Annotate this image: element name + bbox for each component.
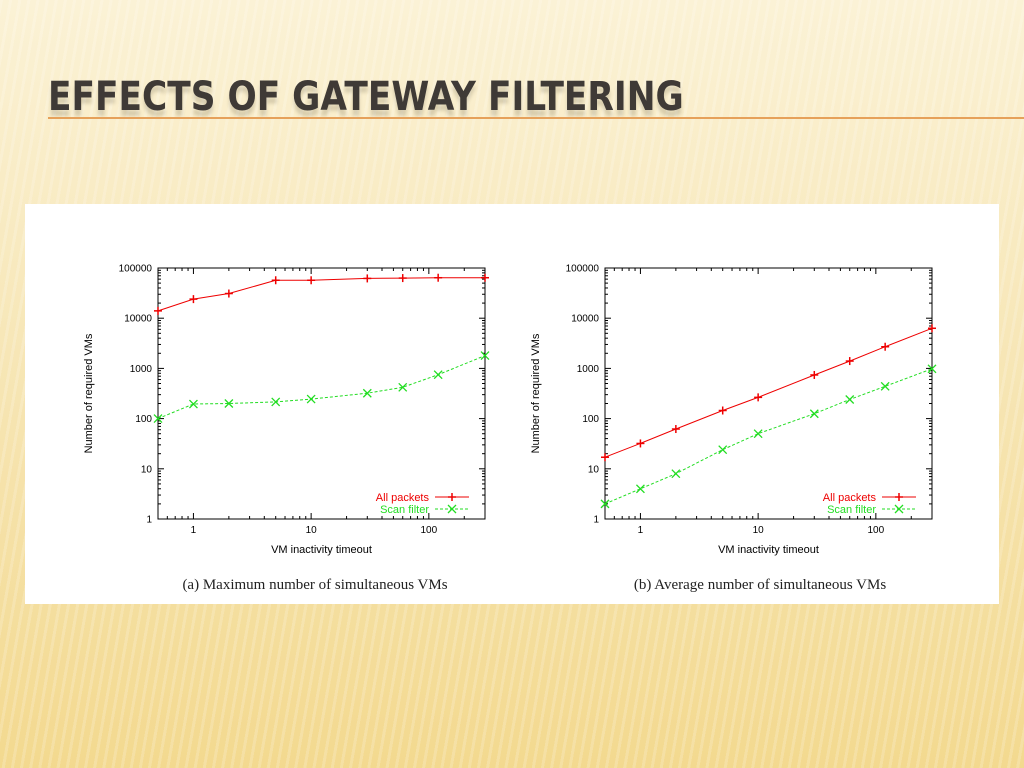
y-axis-label: Number of required VMs [83,333,95,453]
marker-stroke [600,499,610,509]
data-point [881,342,890,351]
data-point [671,425,680,434]
marker-stroke [753,429,763,439]
y-tick-label: 100 [135,414,152,425]
data-point [845,357,854,366]
data-point [153,414,163,424]
marker-stroke [306,394,316,404]
caption-a: (a) Maximum number of simultaneous VMs [182,577,448,593]
y-tick-label: 1 [146,515,152,526]
data-point [434,273,443,282]
y-tick-label: 1000 [577,364,600,375]
legend-label: Scan filter [827,504,876,516]
title-underline [48,117,1024,119]
data-point [224,289,233,298]
marker-stroke [927,364,937,374]
y-tick-label: 1000 [130,364,153,375]
chart-a: 1 10 100 1000 10000 100000 1 10 100 VM inactivity… [83,264,490,556]
marker-stroke [845,395,855,404]
marker-stroke [398,382,408,392]
legend-label: All packets [376,492,430,504]
legend-marker [894,504,904,514]
data-point [271,276,280,285]
data-point [363,274,372,283]
plot-frame [157,267,486,520]
marker-stroke [880,381,890,391]
series-line-all-packets [604,327,933,458]
y-tick-label: 10 [588,464,600,475]
charts-svg: 1 10 100 1000 10000 100000 1 10 100 VM inactivity… [83,264,937,556]
plot-frame [604,267,933,520]
data-point [927,364,937,374]
y-tick-label: 100 [582,414,599,425]
y-tick-label: 10 [141,464,153,475]
marker-stroke [809,409,819,419]
data-point [753,429,763,439]
data-point [928,324,936,333]
marker-stroke [480,351,490,361]
legend-marker [447,504,457,514]
marker-stroke [671,469,681,479]
data-point [433,370,443,380]
data-point [754,393,763,402]
x-tick-label: 10 [306,525,318,536]
y-tick-label: 1 [593,515,599,526]
x-tick-label: 1 [638,525,644,536]
x-tick-label: 10 [753,525,765,536]
marker-stroke [635,484,645,494]
data-point [671,469,681,479]
data-point [271,397,281,407]
marker-stroke [718,445,728,455]
y-tick-label: 100000 [566,264,600,275]
data-point [601,453,609,462]
legend-label: Scan filter [380,504,429,516]
data-point [600,499,610,509]
legend-label: All packets [823,492,877,504]
marker-stroke [362,388,372,398]
data-point [362,388,372,398]
x-tick-label: 1 [191,525,197,536]
data-point [810,370,819,379]
marker-stroke [433,370,443,380]
data-point [481,273,489,282]
data-point [718,406,727,415]
data-point [307,276,316,285]
x-tick-label: 100 [867,525,884,536]
y-tick-label: 10000 [124,314,152,325]
data-point [809,409,819,419]
data-point [880,381,890,391]
x-axis-label: VM inactivity timeout [718,544,819,556]
data-point [718,445,728,455]
y-tick-label: 10000 [571,314,599,325]
marker-stroke [224,399,234,408]
chart-b: 1 10 100 1000 10000 100000 1 10 100 VM inactivity… [530,264,937,556]
x-tick-label: 100 [420,525,437,536]
marker-stroke [188,399,198,409]
series-line-scan-filter [604,368,933,505]
data-point [480,351,490,361]
marker-stroke [153,414,163,424]
figure-panel: 1 10 100 1000 10000 100000 1 10 100 VM inactivity… [25,204,999,604]
data-point [398,382,408,392]
data-point [306,394,316,404]
y-axis-label: Number of required VMs [530,333,542,453]
series-line-scan-filter [157,355,486,420]
data-point [188,399,198,409]
caption-b: (b) Average number of simultaneous VMs [633,577,887,593]
data-point [224,399,234,408]
series-line-all-packets [157,277,485,312]
data-point [154,306,162,315]
data-point [635,484,645,494]
marker-stroke [271,397,281,407]
slide-title: EFFECTS OF GATEWAY FILTERING [48,74,684,120]
data-point [845,395,855,404]
x-axis-label: VM inactivity timeout [271,544,372,556]
data-point [398,274,407,283]
y-tick-label: 100000 [119,264,153,275]
data-point [636,439,645,448]
data-point [189,295,198,304]
